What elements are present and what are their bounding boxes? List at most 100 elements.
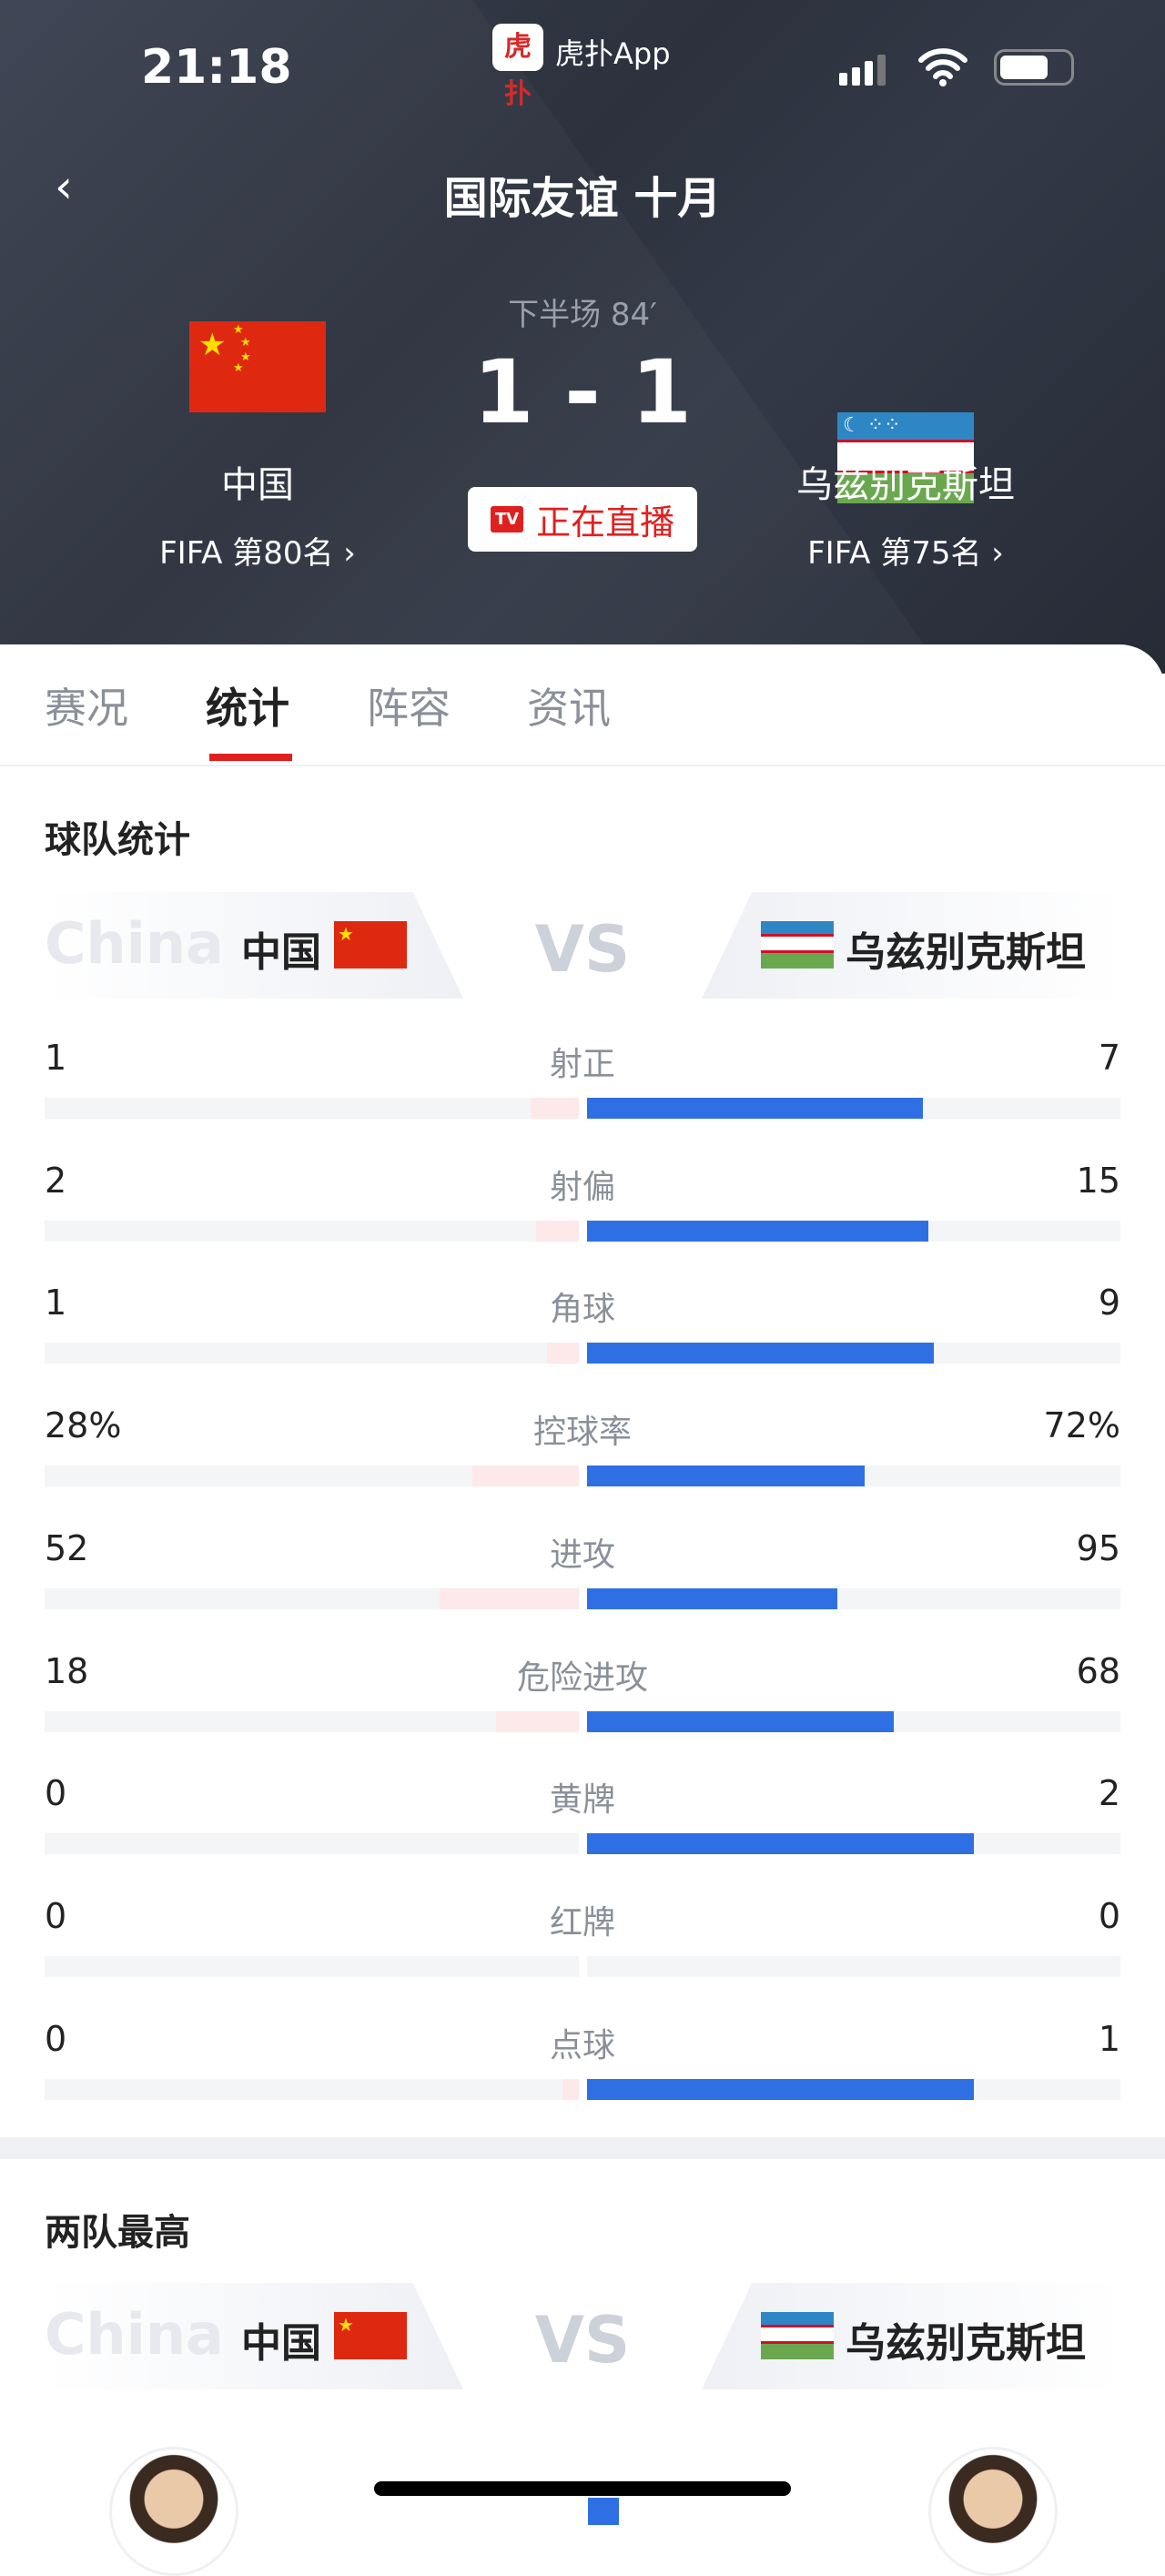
- away-team-label: 乌兹别克斯坦: [846, 929, 1086, 976]
- home-indicator[interactable]: [374, 2481, 791, 2496]
- app-name: 虎扑App: [555, 36, 671, 71]
- home-bar-track: [45, 1465, 579, 1487]
- home-bar-track: [45, 1587, 579, 1609]
- home-value: 1: [45, 1283, 67, 1323]
- top-players-vs-banner: China 中国 ★ VS 乌兹别克斯坦: [45, 2283, 1120, 2389]
- home-bar-fill: [546, 1343, 579, 1364]
- section-title-top-players: 两队最高: [45, 2212, 190, 2254]
- tab-overview[interactable]: 赛况: [45, 684, 128, 733]
- stat-label: 射偏: [549, 1168, 615, 1206]
- match-header: 21:18 虎扑 虎扑App ‹ 国际友谊 十月 下半场 84′ 1 - 1 ★…: [0, 0, 1165, 674]
- away-bar-fill: [587, 2078, 974, 2100]
- stat-bar: [588, 2498, 619, 2525]
- home-ghost-label: China: [45, 2301, 224, 2368]
- divider: [0, 765, 1165, 766]
- away-bar-fill: [587, 1833, 974, 1855]
- away-bar-fill: [587, 1343, 934, 1364]
- home-player-avatar[interactable]: [109, 2447, 238, 2576]
- home-value: 0: [45, 1773, 67, 1814]
- home-value: 52: [45, 1527, 89, 1568]
- vs-label: VS: [534, 2303, 631, 2378]
- away-bar-fill: [587, 1220, 929, 1242]
- home-bar-track: [45, 2078, 579, 2100]
- active-tab-indicator: [209, 754, 292, 761]
- signal-icon: [839, 51, 886, 86]
- tab-stats[interactable]: 统计: [206, 684, 289, 733]
- match-score: 1 - 1: [472, 341, 693, 443]
- away-value: 7: [1098, 1038, 1120, 1078]
- team-vs-banner: China 中国 ★ VS 乌兹别克斯坦: [45, 892, 1120, 999]
- status-time: 21:18: [141, 40, 292, 95]
- home-bar-fill: [471, 1465, 579, 1487]
- away-player-avatar[interactable]: [928, 2447, 1058, 2576]
- tv-icon: TV: [490, 506, 524, 532]
- away-bar-track: [587, 1465, 1120, 1487]
- away-fifa-rank[interactable]: FIFA 第75名 ›: [807, 535, 1004, 572]
- away-bar-track: [587, 1220, 1120, 1242]
- away-bar-track: [587, 1343, 1120, 1364]
- away-value: 15: [1076, 1160, 1120, 1201]
- away-team-label: 乌兹别克斯坦: [846, 2320, 1086, 2367]
- tab-lineup[interactable]: 阵容: [367, 684, 451, 733]
- page-title: 国际友谊 十月: [443, 173, 722, 224]
- stat-label: 点球: [549, 2026, 615, 2064]
- stat-label: 角球: [549, 1291, 615, 1329]
- away-bar-fill: [587, 1465, 865, 1487]
- home-bar-fill: [536, 1220, 579, 1242]
- stat-label: 红牌: [549, 1903, 615, 1942]
- section-separator: [0, 2137, 1165, 2159]
- home-bar-fill: [531, 1098, 579, 1119]
- home-bar-track: [45, 1098, 579, 1119]
- vs-label: VS: [534, 912, 631, 987]
- home-value: 1: [45, 1038, 67, 1078]
- live-stream-button[interactable]: TV 正在直播: [468, 487, 697, 552]
- home-team-name: 中国: [221, 464, 294, 506]
- away-bar-track: [587, 1587, 1120, 1609]
- home-team-label: 中国: [241, 929, 321, 976]
- away-value: 95: [1076, 1527, 1120, 1568]
- section-title-team-stats: 球队统计: [45, 819, 190, 861]
- uzbekistan-flag: [761, 2312, 834, 2359]
- away-value: 0: [1098, 1895, 1120, 1936]
- away-bar-track: [587, 1098, 1120, 1119]
- home-bar-fill: [562, 2078, 579, 2100]
- uzbekistan-flag: ☾ ⁘⁘: [837, 412, 974, 503]
- away-value: 1: [1098, 2018, 1120, 2059]
- home-ghost-label: China: [45, 910, 224, 977]
- away-value: 68: [1076, 1650, 1120, 1691]
- away-bar-fill: [587, 1587, 838, 1609]
- home-bar-track: [45, 1343, 579, 1364]
- back-button[interactable]: ‹: [55, 160, 73, 213]
- home-value: 18: [45, 1650, 89, 1691]
- wifi-icon: [918, 48, 967, 86]
- home-bar-track: [45, 1220, 579, 1242]
- home-bar-track: [45, 1833, 579, 1855]
- home-value: 0: [45, 1895, 67, 1936]
- home-bar-fill: [496, 1710, 579, 1732]
- live-label: 正在直播: [536, 502, 675, 543]
- home-team-label: 中国: [241, 2320, 321, 2367]
- away-value: 9: [1098, 1283, 1120, 1323]
- home-value: 2: [45, 1160, 67, 1201]
- china-flag: ★: [334, 921, 407, 969]
- home-bar-fill: [440, 1587, 579, 1609]
- stat-label: 射正: [549, 1046, 615, 1083]
- match-period: 下半场 84′: [508, 297, 657, 333]
- china-flag: ★ ★ ★ ★ ★: [189, 321, 326, 412]
- home-value: 0: [45, 2018, 67, 2059]
- away-team-name: 乌兹别克斯坦: [796, 464, 1015, 506]
- stat-label: 控球率: [532, 1414, 632, 1452]
- china-flag: ★: [334, 2312, 407, 2359]
- away-bar-track: [587, 1955, 1120, 1977]
- away-bar-track: [587, 1710, 1120, 1732]
- uzbekistan-flag: [761, 921, 834, 969]
- stat-label: 黄牌: [549, 1781, 615, 1820]
- away-bar-fill: [587, 1710, 894, 1732]
- stat-label: 进攻: [549, 1536, 615, 1574]
- home-value: 28%: [45, 1405, 122, 1446]
- home-fifa-rank[interactable]: FIFA 第80名 ›: [159, 535, 356, 572]
- stat-label: 危险进攻: [516, 1658, 648, 1697]
- away-value: 2: [1098, 1773, 1120, 1814]
- away-bar-track: [587, 2078, 1120, 2100]
- tab-news[interactable]: 资讯: [527, 684, 611, 733]
